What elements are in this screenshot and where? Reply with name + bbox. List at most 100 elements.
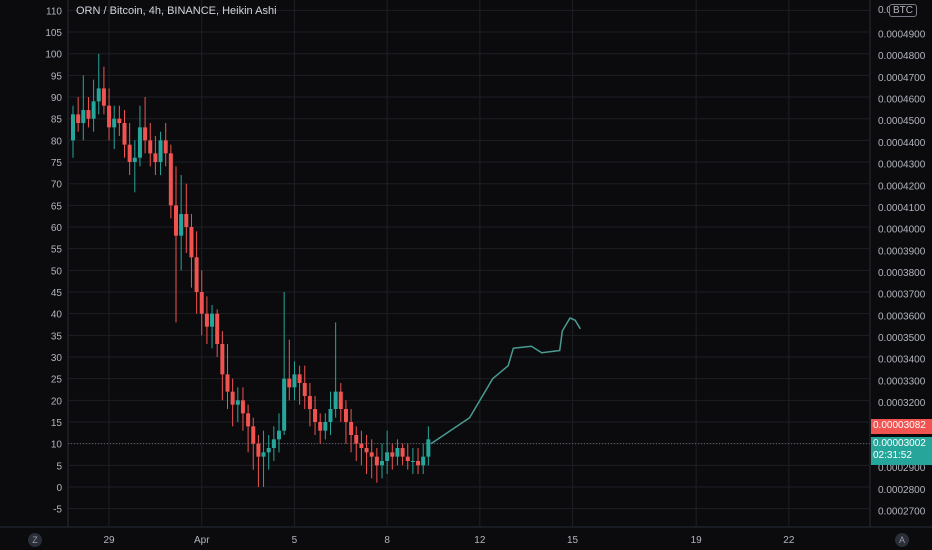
candle-body <box>349 422 354 436</box>
candle-body <box>271 439 276 449</box>
left-axis-tick: 20 <box>51 396 63 407</box>
candle-body <box>338 391 343 410</box>
candle-body <box>153 153 158 163</box>
candle-body <box>421 456 426 466</box>
left-axis-tick: 30 <box>51 353 63 364</box>
candle-body <box>220 344 225 375</box>
candle-body <box>122 123 127 145</box>
candle-body <box>81 110 86 124</box>
candle-body <box>204 313 209 327</box>
candle-body <box>225 374 230 392</box>
candle-body <box>215 313 220 345</box>
time-axis-tick: 8 <box>384 535 390 546</box>
candle-body <box>256 443 261 457</box>
right-axis-tick: 0.0004200 <box>878 181 926 192</box>
right-axis-tick: 0.0003700 <box>878 290 926 301</box>
candle-body <box>395 448 400 457</box>
candle-body <box>76 114 81 124</box>
right-axis-tick: 0.0004700 <box>878 73 926 84</box>
candle-body <box>313 409 318 423</box>
left-axis-tick: 90 <box>51 93 63 104</box>
candle-body <box>101 88 106 106</box>
left-axis-tick: -5 <box>53 505 62 516</box>
left-axis-tick: 0 <box>56 483 62 494</box>
candle-body <box>261 452 266 457</box>
time-axis-tick: 19 <box>691 535 703 546</box>
left-axis-tick: 35 <box>51 331 63 342</box>
candle-body <box>354 435 359 444</box>
candle-body <box>369 452 374 457</box>
candle-body <box>189 227 194 258</box>
candle-body <box>323 422 328 431</box>
candle-body <box>426 439 431 457</box>
right-axis-tick: 0.0004800 <box>878 51 926 62</box>
time-axis-tick: 5 <box>292 535 298 546</box>
right-axis-tick: 0.0004000 <box>878 225 926 236</box>
candle-body <box>158 140 163 163</box>
candle-body <box>400 448 405 457</box>
zoom-toggle-button[interactable]: Z <box>28 533 42 547</box>
candle-body <box>163 140 168 154</box>
price-tag-last: 0.00003082 <box>871 419 932 434</box>
candle-body <box>416 461 421 466</box>
candle-body <box>292 374 297 388</box>
right-axis-tick: 0.0003800 <box>878 268 926 279</box>
right-axis-tick: 0.0003600 <box>878 311 926 322</box>
right-axis-tick: 0.0003900 <box>878 246 926 257</box>
right-axis-tick: 0.0003300 <box>878 376 926 387</box>
candle-body <box>107 105 112 128</box>
auto-scale-button[interactable]: A <box>895 533 909 547</box>
candle-body <box>96 88 101 102</box>
candle-body <box>91 101 96 119</box>
candle-body <box>343 409 348 423</box>
candle-body <box>364 448 369 453</box>
right-axis-tick: 0.0004500 <box>878 116 926 127</box>
chart-title: ORN / Bitcoin, 4h, BINANCE, Heikin Ashi <box>76 5 277 17</box>
time-axis-background <box>0 527 932 550</box>
candle-body <box>148 140 153 154</box>
candle-body <box>287 378 292 388</box>
countdown-timer: 02:31:52 <box>873 450 912 461</box>
time-axis-tick: 29 <box>103 535 115 546</box>
left-axis-tick: 80 <box>51 136 63 147</box>
candle-body <box>333 391 338 410</box>
candle-body <box>235 400 240 405</box>
candle-body <box>380 461 384 466</box>
projection-path <box>430 317 581 445</box>
time-axis-tick: 12 <box>474 535 486 546</box>
left-axis-tick: 110 <box>46 6 62 17</box>
candle-body <box>71 114 75 141</box>
candle-body <box>359 443 364 449</box>
candle-body <box>143 127 148 141</box>
left-axis-tick: 10 <box>51 440 63 451</box>
candle-body <box>297 374 302 384</box>
right-axis-tick: 0.0004600 <box>878 95 926 106</box>
candle-body <box>86 110 91 119</box>
candle-body <box>132 157 137 163</box>
currency-badge[interactable]: BTC <box>889 4 917 17</box>
right-axis-tick: 0.0003200 <box>878 398 926 409</box>
time-axis-tick: 15 <box>567 535 579 546</box>
right-axis-tick: 0.0004100 <box>878 203 926 214</box>
candle-body <box>137 127 142 158</box>
candle-body <box>179 214 184 236</box>
right-axis-tick: 0.0004900 <box>878 29 926 40</box>
time-axis-tick: Apr <box>194 535 210 546</box>
candle-body <box>199 292 204 314</box>
left-axis-tick: 85 <box>51 115 63 126</box>
candle-body <box>328 409 333 423</box>
left-axis-tick: 25 <box>51 375 63 386</box>
left-axis-tick: 5 <box>56 461 62 472</box>
candle-body <box>174 205 178 236</box>
candle-body <box>277 430 281 440</box>
left-axis-tick: 95 <box>51 71 63 82</box>
left-axis-tick: 50 <box>51 266 63 277</box>
candle-body <box>246 413 251 427</box>
right-axis-tick: 0.0004300 <box>878 160 926 171</box>
candle-body <box>405 456 410 462</box>
candle-body <box>390 452 395 457</box>
candle-body <box>240 400 245 414</box>
